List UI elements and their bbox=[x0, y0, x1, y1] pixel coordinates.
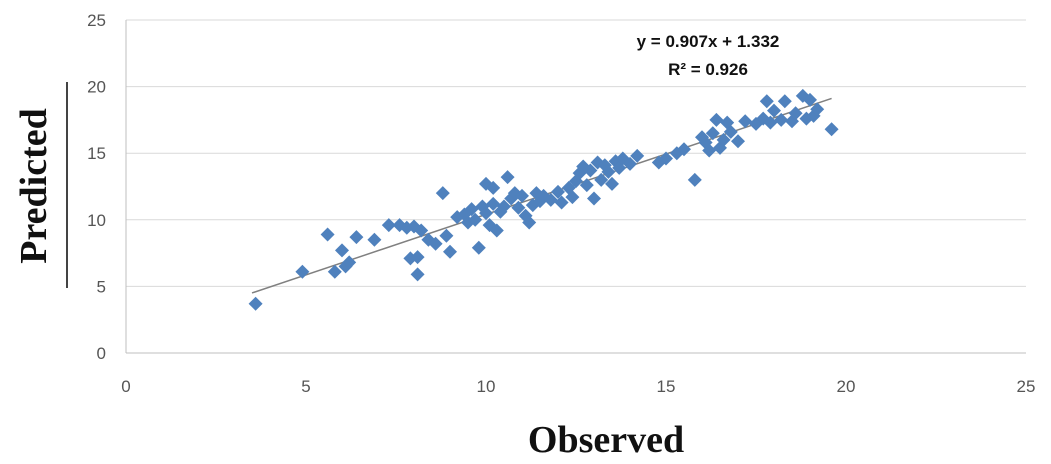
data-point bbox=[435, 186, 450, 201]
data-point bbox=[551, 184, 565, 199]
data-point bbox=[486, 180, 501, 195]
data-point bbox=[248, 296, 263, 311]
data-point bbox=[471, 240, 486, 255]
x-tick-label: 5 bbox=[301, 377, 310, 396]
axes bbox=[125, 20, 1026, 354]
trendline-equation: y = 0.907x + 1.332 bbox=[637, 32, 780, 51]
data-point bbox=[677, 142, 691, 157]
data-point bbox=[716, 132, 731, 147]
x-tick-label: 0 bbox=[121, 377, 130, 396]
x-tick-label: 10 bbox=[477, 377, 496, 396]
data-point bbox=[414, 223, 429, 238]
x-axis-tick-labels: 0 5 10 15 20 25 bbox=[121, 377, 1035, 396]
y-tick-label: 15 bbox=[87, 144, 106, 163]
data-point bbox=[788, 106, 803, 121]
y-tick-label: 0 bbox=[97, 344, 106, 363]
y-axis-tick-labels: 0 5 10 15 20 25 bbox=[87, 11, 106, 363]
data-point bbox=[349, 230, 364, 245]
data-point bbox=[320, 227, 335, 242]
data-point bbox=[777, 94, 792, 109]
data-point bbox=[410, 250, 425, 265]
data-point bbox=[702, 143, 717, 158]
data-point bbox=[767, 103, 781, 118]
data-point bbox=[464, 202, 479, 217]
data-point bbox=[486, 196, 501, 211]
data-point bbox=[594, 172, 609, 187]
x-axis-title: Observed bbox=[528, 419, 684, 461]
data-point bbox=[381, 218, 396, 233]
data-point bbox=[630, 148, 645, 163]
data-point bbox=[543, 192, 558, 207]
data-point bbox=[810, 102, 825, 117]
data-point bbox=[439, 228, 454, 243]
data-point bbox=[428, 236, 443, 251]
data-point bbox=[327, 264, 342, 279]
data-point bbox=[723, 124, 738, 139]
data-point bbox=[601, 164, 616, 179]
x-tick-label: 25 bbox=[1017, 377, 1036, 396]
gridlines bbox=[126, 19, 1026, 287]
y-tick-label: 10 bbox=[87, 211, 106, 230]
data-point bbox=[774, 112, 789, 127]
y-tick-label: 20 bbox=[87, 78, 106, 97]
y-tick-label: 25 bbox=[87, 11, 106, 30]
data-point bbox=[579, 178, 594, 193]
y-tick-label: 5 bbox=[97, 277, 106, 296]
data-point bbox=[410, 267, 425, 282]
data-point bbox=[583, 163, 598, 178]
data-point bbox=[605, 176, 619, 191]
x-tick-label: 20 bbox=[837, 377, 856, 396]
data-point bbox=[335, 243, 349, 258]
data-point bbox=[565, 190, 580, 205]
data-point bbox=[522, 215, 537, 230]
data-point bbox=[497, 199, 511, 214]
data-point bbox=[511, 200, 526, 215]
data-point bbox=[824, 122, 839, 137]
x-tick-label: 15 bbox=[657, 377, 676, 396]
data-point bbox=[738, 114, 753, 129]
data-point bbox=[659, 151, 673, 166]
data-point bbox=[687, 172, 702, 187]
r-squared-label: R² = 0.926 bbox=[668, 60, 748, 79]
data-point bbox=[367, 232, 382, 247]
data-point bbox=[342, 255, 357, 270]
data-point bbox=[515, 188, 529, 203]
data-point bbox=[500, 170, 515, 185]
data-point bbox=[468, 212, 483, 227]
data-point bbox=[587, 191, 601, 206]
data-point bbox=[705, 126, 720, 141]
data-points bbox=[248, 88, 839, 311]
data-point bbox=[709, 112, 724, 127]
data-point bbox=[489, 223, 504, 238]
data-point bbox=[295, 264, 310, 279]
data-point bbox=[623, 156, 637, 171]
data-point bbox=[759, 94, 774, 109]
data-point bbox=[443, 244, 457, 259]
data-point bbox=[403, 251, 418, 266]
data-point bbox=[554, 195, 569, 210]
data-point bbox=[763, 115, 778, 130]
y-axis-title: Predicted bbox=[13, 108, 55, 263]
data-point bbox=[731, 134, 745, 149]
data-point bbox=[479, 206, 493, 221]
data-point bbox=[803, 92, 817, 107]
